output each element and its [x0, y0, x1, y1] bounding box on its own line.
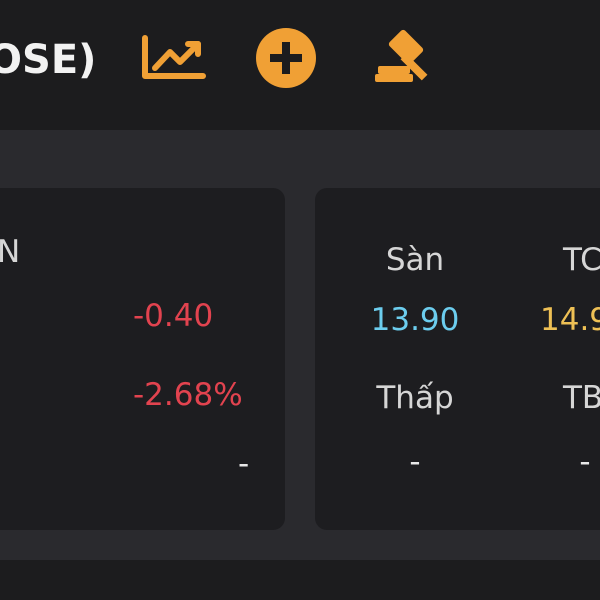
- auction-icon[interactable]: [375, 29, 428, 82]
- right-card: [315, 188, 600, 530]
- label: Thấp: [376, 380, 454, 416]
- label: Sàn: [385, 242, 445, 278]
- left-card: [0, 188, 285, 530]
- title: OSE): [0, 37, 97, 83]
- label: N: [0, 234, 21, 270]
- value: -: [579, 444, 591, 480]
- value: 13.90: [370, 302, 460, 338]
- label: TB: [563, 380, 600, 416]
- chart-icon[interactable]: [142, 35, 206, 79]
- change: -0.40: [133, 298, 214, 334]
- value: -: [238, 446, 250, 482]
- toolbar-icons: [142, 28, 428, 88]
- add-icon[interactable]: [256, 28, 316, 88]
- value: 14.9: [540, 302, 600, 338]
- value: -: [409, 444, 421, 480]
- bottom-bar: [0, 560, 600, 600]
- label: TC: [563, 242, 600, 278]
- change-percent: -2.68%: [133, 377, 243, 413]
